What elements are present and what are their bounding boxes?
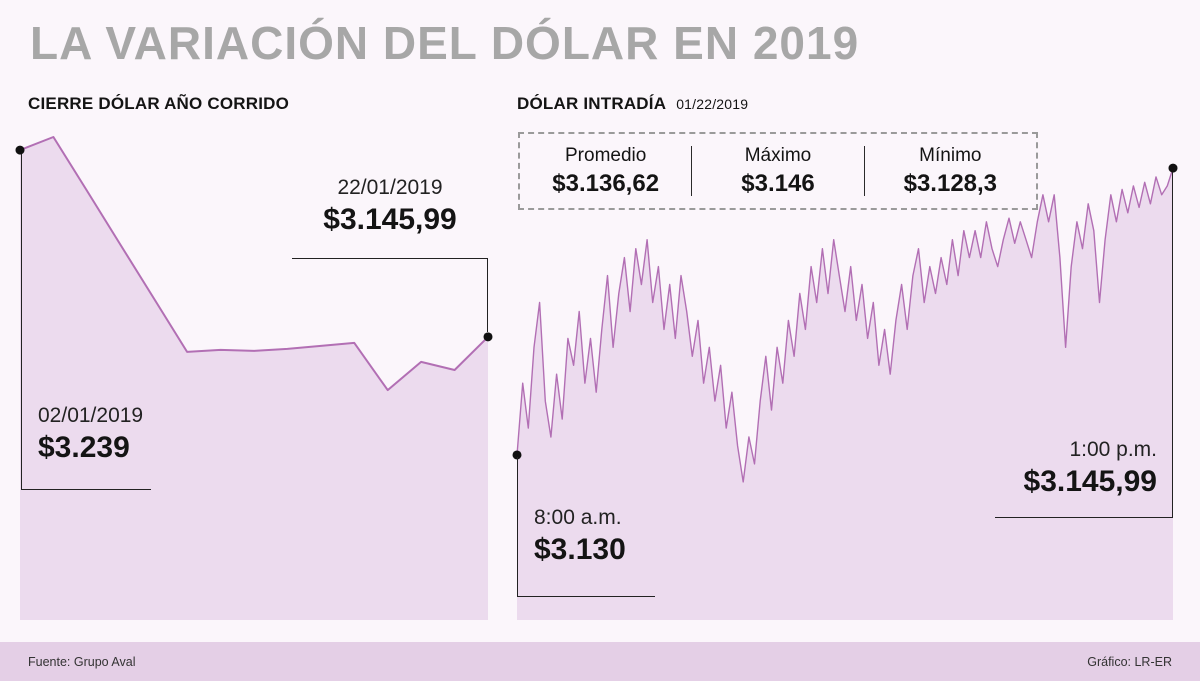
left-start-value: $3.239 [38,431,130,464]
left-start-annotation: 02/01/2019 $3.239 [38,404,143,465]
ytd-close-area-chart [15,136,493,620]
stat-maximo-label: Máximo [744,144,812,166]
stat-promedio: Promedio $3.136,62 [520,145,691,198]
right-start-value: $3.130 [534,533,626,566]
stats-divider [863,146,865,196]
stat-promedio-label: Promedio [565,144,647,166]
footer-source: Fuente: Grupo Aval [28,654,136,669]
right-chart-heading: DÓLAR INTRADÍA 01/22/2019 [517,94,748,114]
left-end-date: 22/01/2019 [337,176,443,199]
right-end-value: $3.145,99 [1023,465,1157,498]
stat-maximo: Máximo $3.146 [692,145,863,198]
footer-credit: Gráfico: LR-ER [1087,654,1172,669]
stats-divider [691,146,693,196]
intraday-stats-box: Promedio $3.136,62 Máximo $3.146 Mínimo … [518,132,1038,210]
left-start-leader-line [21,154,151,490]
left-start-date: 02/01/2019 [38,404,144,427]
right-end-leader-line [995,172,1173,518]
page-title: LA VARIACIÓN DEL DÓLAR EN 2019 [30,17,860,69]
stat-promedio-value: $3.136,62 [552,169,660,197]
right-chart-heading-text: DÓLAR INTRADÍA [517,94,667,113]
left-end-value: $3.145,99 [323,203,457,236]
stat-maximo-value: $3.146 [741,169,815,197]
right-start-time: 8:00 a.m. [534,506,622,529]
intraday-area-chart [512,163,1178,620]
left-end-annotation: 22/01/2019 $3.145,99 [292,176,488,237]
right-end-annotation: 1:00 p.m. $3.145,99 [995,438,1157,499]
right-end-time: 1:00 p.m. [1069,438,1157,461]
right-start-leader-line [517,457,655,597]
left-chart-heading: CIERRE DÓLAR AÑO CORRIDO [28,94,290,113]
stat-minimo-label: Mínimo [919,144,982,166]
right-start-annotation: 8:00 a.m. $3.130 [534,506,626,567]
stat-minimo-value: $3.128,3 [903,169,998,197]
left-end-leader-line [292,258,488,332]
footer-bar: Fuente: Grupo Aval Gráfico: LR-ER [0,642,1200,681]
right-chart-date: 01/22/2019 [676,96,749,112]
stat-minimo: Mínimo $3.128,3 [865,145,1036,198]
